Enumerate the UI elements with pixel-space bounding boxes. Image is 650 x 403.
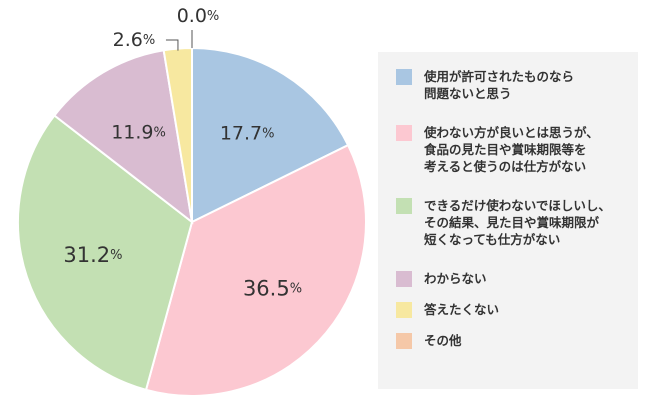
- pie-slice-approved-ok: [191, 46, 350, 224]
- legend-item-no-answer: 答えたくない: [396, 301, 624, 318]
- pie-slices: [17, 46, 367, 397]
- legend-label: できるだけ使わないでほしいし、 その結果、見た目や賞味期限が 短くなっても仕方が…: [424, 198, 611, 247]
- legend-item-unavoidable: 使わない方が良いとは思うが、 食品の見た目や賞味期限等を 考えると使うのは仕方が…: [396, 124, 624, 175]
- slice-label-unavoidable: 36.5%: [243, 276, 302, 300]
- legend-item-avoid: できるだけ使わないでほしいし、 その結果、見た目や賞味期限が 短くなっても仕方が…: [396, 197, 624, 248]
- legend-label: 答えたくない: [424, 302, 500, 317]
- legend-swatch: [396, 198, 412, 214]
- slice-label-other: 0.0%: [177, 5, 220, 27]
- legend-swatch: [396, 302, 412, 318]
- legend-label: 使わない方が良いとは思うが、 食品の見た目や賞味期限等を 考えると使うのは仕方が…: [424, 125, 599, 174]
- slice-label-no-answer: 2.6%: [113, 29, 156, 51]
- pie-slice-avoid: [17, 114, 194, 392]
- slice-label-avoid: 31.2%: [63, 243, 122, 267]
- pie-slice-unknown: [53, 49, 194, 225]
- slice-label-unknown: 11.9%: [111, 121, 166, 143]
- legend-swatch: [396, 125, 412, 141]
- slice-label-approved-ok: 17.7%: [220, 122, 275, 144]
- legend-item-other: その他: [396, 332, 624, 349]
- leader-line-no-answer: [165, 39, 179, 51]
- legend-swatch: [396, 333, 412, 349]
- legend-swatch: [396, 69, 412, 85]
- legend-label: わからない: [424, 271, 487, 286]
- leader-lines: [165, 30, 193, 51]
- legend: 使用が許可されたものなら 問題ないと思う 使わない方が良いとは思うが、 食品の見…: [378, 52, 638, 389]
- legend-item-unknown: わからない: [396, 270, 624, 287]
- legend-item-approved-ok: 使用が許可されたものなら 問題ないと思う: [396, 68, 624, 102]
- legend-label: その他: [424, 333, 462, 348]
- legend-swatch: [396, 271, 412, 287]
- legend-label: 使用が許可されたものなら 問題ないと思う: [424, 69, 575, 101]
- slice-labels: 17.7% 36.5% 31.2% 11.9% 2.6% 0.0%: [63, 5, 302, 300]
- pie-slice-unavoidable: [144, 143, 367, 397]
